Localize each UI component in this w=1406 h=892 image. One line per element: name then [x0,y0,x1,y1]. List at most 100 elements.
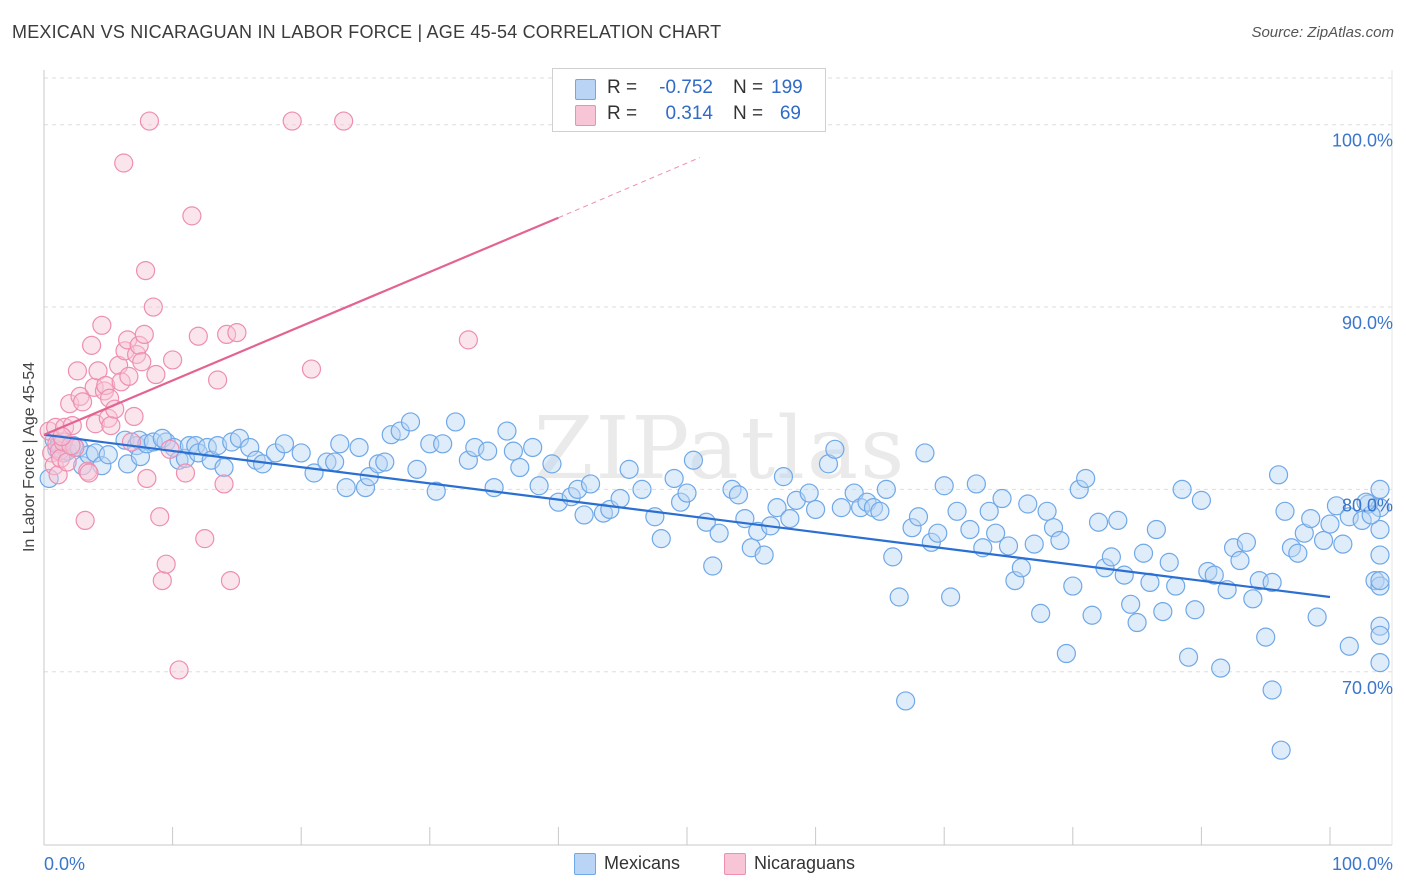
source-label: Source: ZipAtlas.com [1251,24,1394,41]
point-nicaraguan [163,350,183,370]
point-mexican [503,441,523,461]
point-nicaraguan [282,111,302,131]
trend-line-nicaraguans [43,216,559,436]
trend-line-nicaraguans-extension [558,157,701,219]
point-mexican [979,501,999,521]
point-nicaraguan [195,529,215,549]
point-mexican [870,501,890,521]
point-nicaraguan [92,315,112,335]
point-mexican [1018,494,1038,514]
point-nicaraguan [124,406,144,427]
point-mexican [1275,501,1295,521]
source-text: Source: ZipAtlas.com [1251,24,1394,41]
point-mexican [992,488,1012,509]
series-legend: Mexicans Nicaraguans [0,852,1406,878]
r-label: R = [607,103,638,124]
point-mexican [754,545,774,565]
point-mexican [1370,625,1390,645]
point-mexican [208,436,228,456]
point-mexican [709,523,729,543]
point-mexican [1326,496,1347,516]
point-mexican [98,445,118,465]
point-nicaraguan [150,507,170,527]
point-mexican [728,485,749,505]
point-nicaraguan [214,474,234,494]
point-nicaraguan [220,570,241,591]
point-mexican [876,479,896,500]
point-mexican [1133,543,1154,563]
point-mexican [1191,490,1212,510]
point-mexican [1037,501,1057,521]
y-tick-label: 90.0% [1342,313,1393,333]
point-mexican [465,437,485,458]
correlation-legend: R = -0.752 N = 199 R = 0.314 N = 69 [552,68,826,132]
point-nicaraguan [101,415,121,436]
point-mexican [426,481,446,501]
point-mexican [349,437,369,458]
point-mexican [593,503,614,523]
point-nicaraguan [51,448,71,469]
point-mexican [1056,643,1076,664]
point-mexican [407,459,427,479]
point-mexican [986,523,1006,543]
legend-label-nicaraguans: Nicaraguans [754,853,856,873]
point-mexican [355,477,376,498]
point-mexican [336,477,356,498]
point-mexican [1262,572,1282,593]
x-tick-label: 0.0% [44,854,85,874]
point-mexican [1069,479,1089,500]
point-nicaraguan [129,335,149,355]
y-tick-label: 80.0% [1342,495,1393,515]
n-value: 69 [779,103,801,124]
point-mexican [1178,647,1199,667]
point-mexican [998,536,1019,556]
point-mexican [1288,543,1308,563]
point-mexican [1271,740,1291,760]
point-mexican [542,454,562,474]
point-mexican [703,556,723,576]
point-mexican [1320,514,1340,534]
point-mexican [664,468,684,489]
point-mexican [1370,545,1390,565]
point-mexican [1307,607,1327,627]
point-mexican [433,434,453,454]
point-mexican [1114,565,1134,585]
point-mexican [908,507,929,527]
point-mexican [1024,534,1044,554]
point-nicaraguan [143,297,163,317]
point-nicaraguan [139,111,160,131]
point-mexican [767,498,787,518]
point-nicaraguan [72,392,93,412]
tick-labels: 70.0% 80.0% 90.0% 100.0% 0.0% 100.0% [44,131,1393,874]
point-mexican [523,437,543,458]
point-mexican [799,483,819,503]
n-label: N = [733,77,764,98]
point-mexican [1153,601,1173,622]
point-mexican [368,454,388,474]
legend-swatch-pink [724,853,746,875]
point-mexican [805,499,826,520]
point-mexican [1256,627,1276,647]
point-mexican [580,474,601,494]
point-mexican [1339,507,1359,527]
point-nicaraguan [134,324,154,345]
point-nicaraguan [169,660,189,680]
point-nicaraguan [146,364,166,385]
point-mexican [825,439,845,459]
r-label: R = [607,77,638,98]
legend-swatch-blue [574,853,596,875]
point-mexican [780,508,800,529]
point-mexican [1352,510,1372,531]
point-mexican [214,457,234,478]
point-mexican [1268,465,1289,485]
point-mexican [325,452,345,472]
point-mexican [902,518,922,538]
point-mexican [484,477,504,498]
point-mexican [445,412,466,432]
y-axis-label: In Labor Force | Age 45-54 [21,362,38,552]
point-mexican [574,505,594,525]
point-mexican [1121,594,1141,614]
point-mexican [1101,547,1121,567]
point-nicaraguan [119,366,139,386]
